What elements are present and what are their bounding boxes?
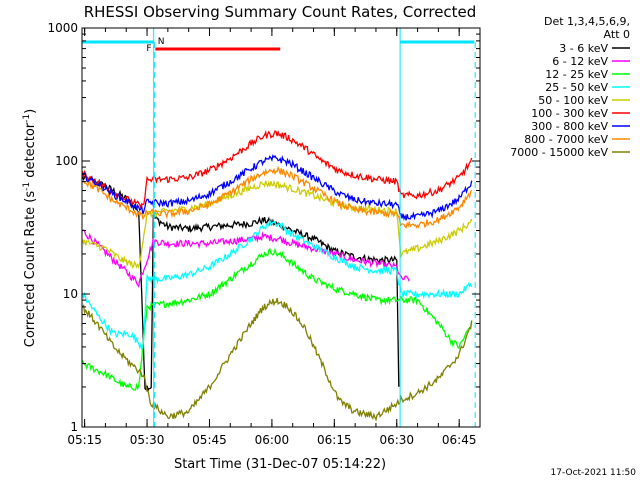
series-line-6 (82, 154, 473, 221)
x-tick-label-2: 05:45 (192, 433, 227, 447)
legend-header-line1: Det 1,3,4,5,6,9, (544, 15, 630, 28)
axis-layer: 1 10 100 1000 05:15 05:30 05:45 06:00 06:15 06:30… (47, 21, 481, 447)
x-tick-label-6: 06:45 (442, 433, 477, 447)
y-axis-label-mid: detector (23, 122, 38, 182)
y-axis-label: Corrected Count Rate (s-1 detector-1) (22, 109, 38, 347)
x-tick-label-3: 06:00 (255, 433, 290, 447)
y-axis-label-exp2: -1 (22, 114, 32, 123)
legend-label-1: 6 - 12 keV (552, 55, 608, 68)
legend-label-3: 25 - 50 keV (545, 81, 608, 94)
legend-label-7: 800 - 7000 keV (524, 133, 608, 146)
y-axis-label-main: Corrected Count Rate (s (23, 191, 38, 348)
legend-label-5: 100 - 300 keV (531, 107, 608, 120)
legend-label-0: 3 - 6 keV (559, 42, 608, 55)
series-line-0 (82, 173, 400, 393)
legend-label-2: 12 - 25 keV (545, 68, 608, 81)
series-line-1 (82, 229, 410, 289)
x-tick-label-0: 05:15 (67, 433, 102, 447)
y-tick-label-2: 100 (55, 154, 78, 168)
legend-header-line2: Att 0 (604, 28, 630, 41)
x-tick-label-4: 06:15 (317, 433, 352, 447)
series-line-5 (82, 129, 473, 211)
y-tick-label-1: 10 (63, 287, 78, 301)
series-line-3 (82, 219, 473, 351)
plot-frame (81, 27, 481, 428)
flare-label: F (146, 44, 151, 54)
legend-label-6: 300 - 800 keV (531, 120, 608, 133)
series-line-7 (82, 165, 473, 229)
x-tick-label-5: 06:30 (379, 433, 414, 447)
series-line-2 (82, 247, 473, 391)
night-label: N (158, 37, 165, 47)
y-axis-label-exp1: -1 (22, 182, 32, 191)
legend-label-4: 50 - 100 keV (538, 94, 608, 107)
x-tick-label-1: 05:30 (130, 433, 165, 447)
y-tick-label-0: 1 (70, 420, 78, 434)
generation-timestamp: 17-Oct-2021 11:50 (551, 468, 637, 478)
series-layer (82, 129, 473, 422)
y-axis-label-end: ) (23, 109, 38, 114)
legend-label-8: 7000 - 15000 keV (510, 146, 608, 159)
chart-title: RHESSI Observing Summary Count Rates, Co… (84, 3, 477, 21)
annotation-layer: NF (82, 28, 476, 427)
y-tick-label-3: 1000 (47, 21, 78, 35)
series-line-8 (82, 297, 473, 422)
x-axis-label: Start Time (31-Dec-07 05:14:22) (174, 457, 386, 472)
